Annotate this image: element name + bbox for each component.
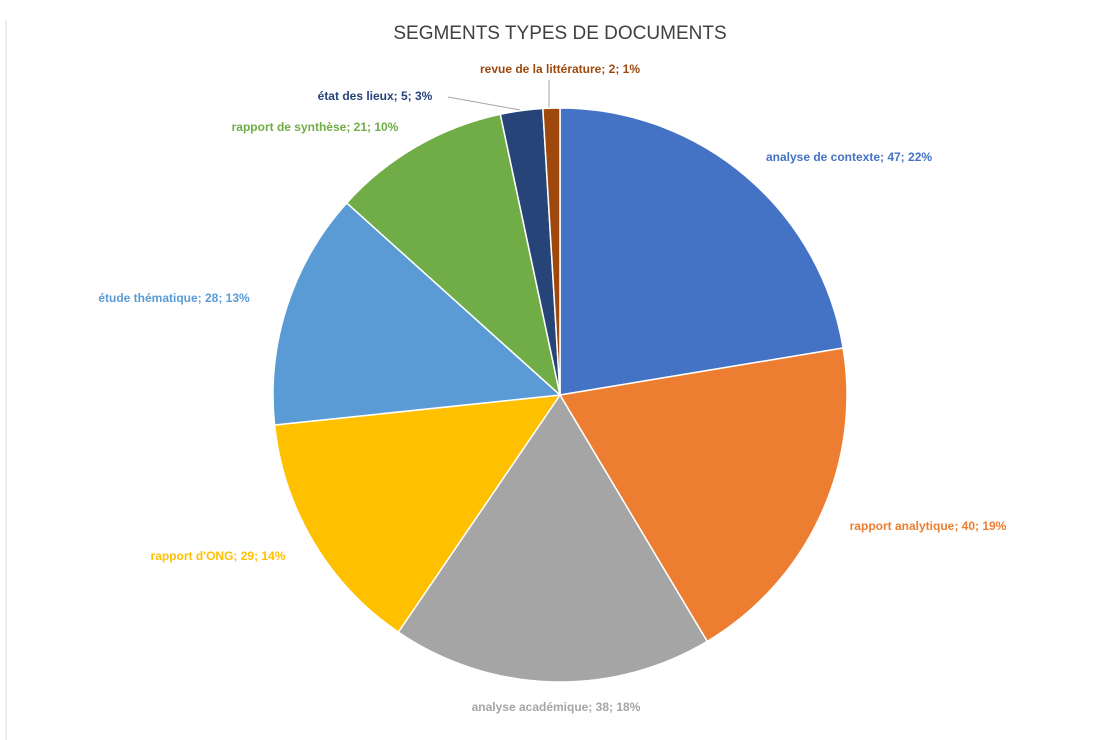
data-label: étude thématique; 28; 13% bbox=[98, 291, 250, 305]
pie-slice bbox=[272, 201, 562, 426]
pie-slice bbox=[542, 107, 561, 396]
leader-line bbox=[447, 96, 521, 111]
data-label: état des lieux; 5; 3% bbox=[318, 89, 433, 103]
data-label: revue de la littérature; 2; 1% bbox=[480, 62, 640, 76]
pie-slice bbox=[345, 113, 562, 398]
data-label: rapport analytique; 40; 19% bbox=[850, 519, 1007, 533]
pie-slice bbox=[273, 394, 562, 634]
pie-slice bbox=[397, 393, 709, 683]
pie-slice bbox=[559, 107, 844, 396]
data-label: analyse de contexte; 47; 22% bbox=[766, 150, 932, 164]
data-label: rapport d'ONG; 29; 14% bbox=[151, 549, 286, 563]
pie-slice bbox=[558, 347, 848, 643]
data-label: rapport de synthèse; 21; 10% bbox=[232, 120, 399, 134]
data-label: analyse académique; 38; 18% bbox=[472, 700, 641, 714]
chart-title: SEGMENTS TYPES DE DOCUMENTS bbox=[393, 23, 726, 44]
